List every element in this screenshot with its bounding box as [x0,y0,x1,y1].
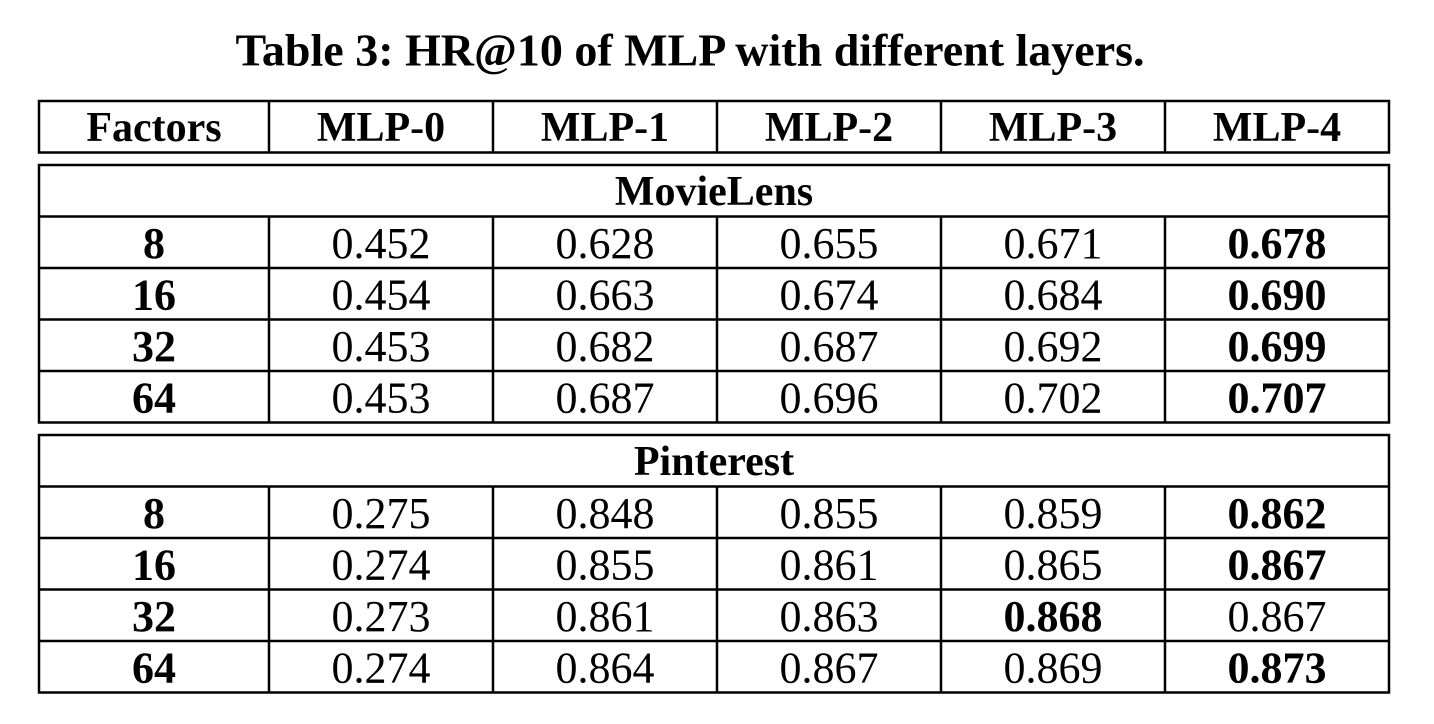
cell: 0.663 [556,270,655,319]
header-border [37,99,1391,154]
cell: 0.274 [332,643,431,692]
column-header: MLP-0 [317,105,445,151]
cell: 0.274 [332,540,431,589]
cell: 0.867 [1228,540,1327,589]
cell: 0.859 [1004,489,1103,538]
section-border [37,433,1391,694]
cell: 0.678 [1228,219,1327,268]
row-header: 32 [132,322,176,371]
cell: 0.690 [1228,270,1327,319]
row-header: 32 [132,592,176,641]
cell: 0.273 [332,592,431,641]
cell: 0.867 [1228,592,1327,641]
cell: 0.699 [1228,322,1327,371]
cell: 0.687 [556,373,655,422]
cell: 0.453 [332,373,431,422]
cell: 0.702 [1004,373,1103,422]
section-border [37,163,1391,424]
cell: 0.862 [1228,489,1327,538]
column-header: Factors [86,105,221,151]
row-header: 8 [143,219,165,268]
cell: 0.861 [780,540,879,589]
cell: 0.687 [780,322,879,371]
cell: 0.684 [1004,270,1103,319]
row-header: 16 [132,270,176,319]
cell: 0.674 [780,270,879,319]
column-header: MLP-1 [541,105,669,151]
column-header: MLP-3 [989,105,1117,151]
cell: 0.628 [556,219,655,268]
cell: 0.452 [332,219,431,268]
cell: 0.855 [556,540,655,589]
cell: 0.865 [1004,540,1103,589]
row-header: 64 [132,643,176,692]
cell: 0.855 [780,489,879,538]
cell: 0.864 [556,643,655,692]
row-header: 8 [143,489,165,538]
cell: 0.848 [556,489,655,538]
section-label: Pinterest [634,439,794,485]
cell: 0.869 [1004,643,1103,692]
table-caption: Table 3: HR@10 of MLP with different lay… [235,25,1144,76]
cell: 0.867 [780,643,879,692]
cell: 0.692 [1004,322,1103,371]
cell: 0.682 [556,322,655,371]
cell: 0.868 [1004,592,1103,641]
cell: 0.454 [332,270,431,319]
cell: 0.671 [1004,219,1103,268]
cell: 0.873 [1228,643,1327,692]
row-header: 16 [132,540,176,589]
cell: 0.696 [780,373,879,422]
cell: 0.275 [332,489,431,538]
row-header: 64 [132,373,176,422]
section-label: MovieLens [615,169,813,215]
column-header: MLP-4 [1213,105,1341,151]
cell: 0.861 [556,592,655,641]
column-header: MLP-2 [765,105,893,151]
cell: 0.453 [332,322,431,371]
cell: 0.707 [1228,373,1327,422]
cell: 0.655 [780,219,879,268]
cell: 0.863 [780,592,879,641]
